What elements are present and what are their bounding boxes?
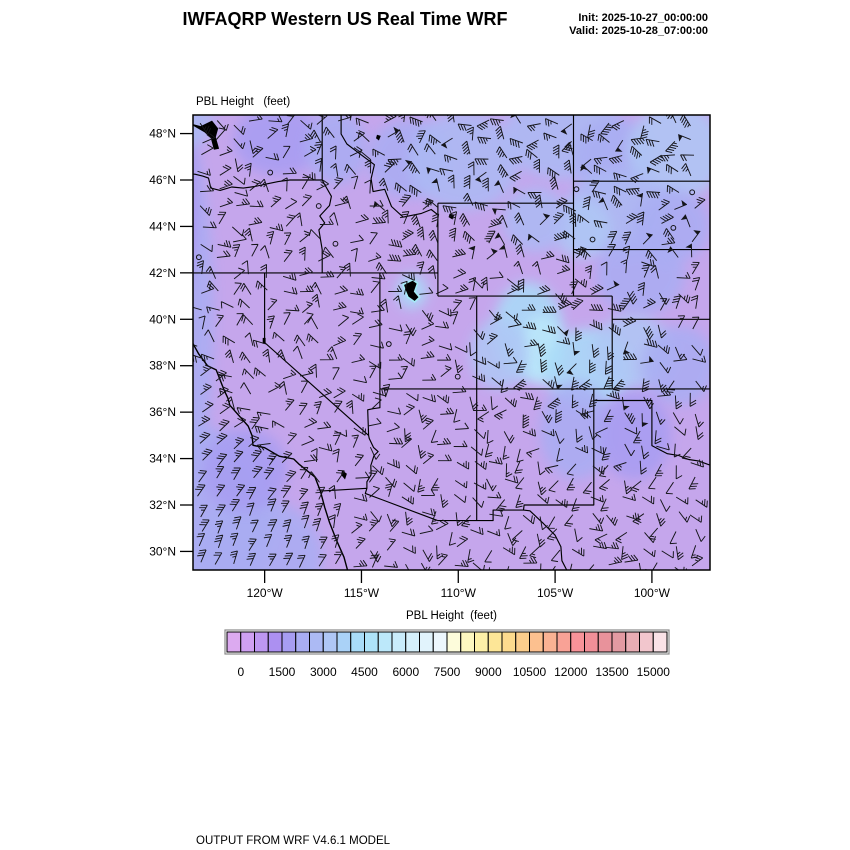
colorbar-cell	[529, 631, 544, 653]
colorbar-cell	[309, 631, 324, 653]
colorbar-cell	[474, 631, 489, 653]
lat-tick-label: 42°N	[149, 266, 176, 280]
colorbar-cell	[254, 631, 269, 653]
lat-tick-label: 30°N	[149, 544, 176, 558]
pbl-region-blob	[233, 115, 323, 176]
colorbar-cell	[556, 631, 572, 653]
colorbar-cell	[322, 631, 338, 653]
lake-shape-great-salt-lake	[402, 278, 421, 303]
state-border-line	[523, 509, 568, 570]
colorbar-cell	[405, 631, 420, 653]
colorbar-tick-label: 15000	[637, 665, 671, 679]
colorbar-cell	[570, 631, 585, 653]
lon-tick-label: 120°W	[247, 586, 284, 600]
colorbar-cell	[611, 631, 627, 653]
colorbar-cell	[391, 631, 407, 653]
colorbar-cell	[639, 631, 654, 653]
lat-tick-label: 32°N	[149, 498, 176, 512]
colorbar-cell	[515, 631, 530, 653]
state-border-line	[264, 272, 369, 436]
axes: 48°N 46°N 44°N 42°N 40°N 38°N 36°N 34°N 32°N 30°N…	[149, 127, 670, 600]
page-title: IWFAQRP Western US Real Time WRF	[182, 9, 508, 29]
pbl-height-title: PBL Height (feet)	[196, 96, 291, 108]
colorbar-tick-label: 12000	[554, 665, 588, 679]
pbl-region-blob	[193, 131, 215, 508]
colorbar-cell	[350, 631, 365, 653]
lake-shape-salton-sea	[341, 470, 347, 480]
colorbar-cell	[460, 631, 475, 653]
colorbar-tick-label: 4500	[351, 665, 378, 679]
model-footer: OUTPUT FROM WRF V4.6.1 MODEL WE = 310 ; …	[196, 806, 648, 850]
lon-tick-label: 105°W	[537, 586, 574, 600]
colorbar-tick-label: 7500	[434, 665, 461, 679]
init-time-label: Init: 2025-10-27_00:00:00	[578, 12, 708, 24]
run-times: Init: 2025-10-27_00:00:00 Valid: 2025-10…	[450, 12, 708, 38]
colorbar-tick-label: 6000	[392, 665, 419, 679]
colorbar-cell	[487, 631, 503, 653]
colorbar-tick-label: 10500	[513, 665, 547, 679]
lake-shape-flathead-lake	[376, 134, 381, 141]
lat-tick-label: 46°N	[149, 173, 176, 187]
wind-barbs	[193, 115, 708, 570]
colorbar-cell	[267, 631, 283, 653]
colorbar-cell	[446, 631, 462, 653]
colorbar-cell	[652, 631, 668, 653]
pbl-region-blob	[642, 326, 710, 406]
colorbar-title: PBL Height (feet)	[406, 610, 497, 622]
colorbar-cell	[419, 631, 434, 653]
colorbar-cell	[542, 631, 558, 653]
colorbar: 0 1500 3000 4500 6000 7500 9000 10500 12000 13500…	[224, 629, 671, 679]
colorbar-tick-label: 13500	[595, 665, 629, 679]
colorbar-cell	[364, 631, 379, 653]
colorbar-tick-label: 3000	[310, 665, 337, 679]
wind-barbs-layer	[193, 115, 708, 570]
state-border-line	[340, 115, 439, 218]
state-border-line	[318, 179, 332, 273]
state-border-line	[320, 487, 438, 522]
colorbar-tick-label: 0	[237, 665, 244, 679]
lat-tick-label: 44°N	[149, 219, 176, 233]
footer-model-line: OUTPUT FROM WRF V4.6.1 MODEL	[196, 835, 391, 847]
lat-tick-label: 48°N	[149, 127, 176, 141]
colorbar-outer-frame	[224, 629, 670, 655]
lat-tick-label: 34°N	[149, 452, 176, 466]
pbl-region-blob	[193, 498, 323, 570]
colorbar-cell	[240, 631, 255, 653]
colorbar-cell	[597, 631, 613, 653]
colorbar-cell	[584, 631, 599, 653]
colorbar-cell	[226, 631, 242, 653]
colorbar-cell	[377, 631, 393, 653]
colorbar-cell	[336, 631, 352, 653]
calm-wind-circles	[195, 169, 696, 380]
colorbar-tick-label: 9000	[475, 665, 502, 679]
lon-tick-label: 110°W	[441, 586, 477, 600]
pbl-region-blob	[469, 319, 528, 389]
colorbar-cell	[432, 631, 448, 653]
pbl-region-blob	[597, 391, 672, 480]
colorbar-cell	[501, 631, 517, 653]
lon-tick-label: 115°W	[344, 586, 380, 600]
colorbar-cell	[295, 631, 310, 653]
pbl-region-blob	[595, 235, 685, 315]
lat-tick-label: 40°N	[149, 312, 176, 326]
colorbar-cell	[625, 631, 640, 653]
lat-tick-label: 36°N	[149, 405, 176, 419]
colorbar-tick-label: 1500	[269, 665, 296, 679]
state-border-line	[193, 173, 323, 191]
lake-shape-puget-sound	[193, 120, 220, 150]
valid-time-label: Valid: 2025-10-28_07:00:00	[569, 25, 708, 37]
pbl-region-blob	[407, 115, 521, 211]
colorbar-cell	[281, 631, 297, 653]
map-frame	[192, 114, 711, 571]
lat-tick-label: 38°N	[149, 359, 176, 373]
lon-tick-label: 100°W	[634, 586, 671, 600]
